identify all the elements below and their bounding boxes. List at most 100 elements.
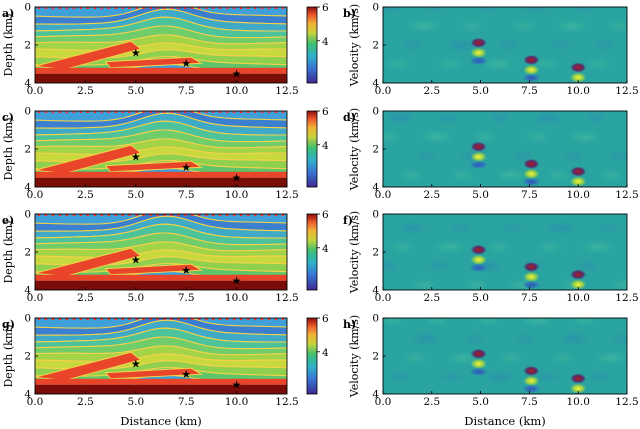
ripple xyxy=(589,60,607,68)
model-panel: g) ★ ★ ★ 0.0 2.5 5.0 7.5 10.0 12.5 0 2 4 Depth (km) xyxy=(2,313,299,409)
x-tick-label: 5.0 xyxy=(127,396,144,408)
anomaly-positive xyxy=(523,271,540,282)
x-tick-label: 12.5 xyxy=(275,292,298,304)
x-tick-label: 12.5 xyxy=(615,292,638,304)
star-marker: ★ xyxy=(181,264,191,277)
source-marker xyxy=(114,111,117,113)
panel-label: c) xyxy=(2,111,14,124)
source-marker xyxy=(198,214,201,216)
anomaly-ring xyxy=(469,263,488,272)
x-tick-label: 0.0 xyxy=(27,85,44,97)
source-marker xyxy=(65,7,69,9)
source-marker xyxy=(142,7,145,9)
source-marker xyxy=(37,7,41,9)
colorbar-label: Velocity (km/s) xyxy=(348,4,361,87)
source-marker xyxy=(253,214,257,216)
anomaly-positive xyxy=(470,358,487,369)
star-marker: ★ xyxy=(181,57,191,70)
source-marker xyxy=(149,7,152,9)
ripple xyxy=(580,133,598,141)
source-marker xyxy=(107,214,110,216)
y-tick-label: 2 xyxy=(24,40,31,52)
model-ylabel: Depth (km) xyxy=(2,324,15,387)
ripple xyxy=(567,22,585,30)
source-marker xyxy=(226,7,229,9)
anomaly-negative xyxy=(470,141,487,152)
x-tick-label: 10.0 xyxy=(225,396,248,408)
ripple xyxy=(432,133,450,141)
y-tick-label: 4 xyxy=(24,285,31,297)
source-marker xyxy=(253,7,257,9)
source-marker xyxy=(79,318,83,320)
ripple xyxy=(609,152,627,160)
source-marker xyxy=(260,318,264,320)
source-marker xyxy=(114,7,117,9)
source-marker xyxy=(253,318,257,320)
ripple xyxy=(502,354,520,362)
y-tick-label: 0 xyxy=(24,209,31,221)
ripple xyxy=(606,354,624,362)
x-tick-label: 7.5 xyxy=(521,189,538,201)
ripple xyxy=(465,335,483,343)
source-marker xyxy=(239,318,243,320)
model-basement xyxy=(35,280,287,290)
ripple xyxy=(393,243,411,251)
model-lower-layer xyxy=(35,378,287,385)
model-lower-layer xyxy=(35,171,287,178)
panel-label: e) xyxy=(2,214,14,227)
source-marker xyxy=(205,7,208,9)
source-marker xyxy=(226,214,229,216)
ripple xyxy=(602,171,620,179)
x-tick-label: 10.0 xyxy=(567,189,590,201)
y-tick-label: 4 xyxy=(372,389,379,401)
ripple xyxy=(480,318,498,324)
ripple xyxy=(395,114,413,122)
ripple xyxy=(537,60,555,68)
y-tick-label: 2 xyxy=(372,40,379,52)
source-marker xyxy=(219,318,222,320)
x-tick-label: 7.5 xyxy=(178,396,195,408)
source-marker xyxy=(198,318,201,320)
source-marker xyxy=(212,111,215,113)
ripple xyxy=(541,243,559,251)
source-marker xyxy=(44,214,48,216)
source-marker xyxy=(51,111,55,113)
source-marker xyxy=(233,111,236,113)
anomaly-ring xyxy=(522,280,541,289)
source-marker xyxy=(128,318,131,320)
x-tick-label: 2.5 xyxy=(423,396,440,408)
source-marker xyxy=(226,111,229,113)
ripple xyxy=(569,335,587,343)
model-xlabel: Distance (km) xyxy=(120,414,201,428)
model-wedge xyxy=(104,263,203,276)
source-marker xyxy=(260,7,264,9)
source-marker xyxy=(177,7,180,9)
source-marker xyxy=(128,111,131,113)
model-ylabel: Depth (km) xyxy=(2,220,15,283)
source-marker xyxy=(184,318,187,320)
source-marker xyxy=(267,7,271,9)
source-marker xyxy=(260,111,264,113)
anomaly-positive xyxy=(570,279,587,290)
source-marker xyxy=(142,318,145,320)
source-marker xyxy=(100,318,103,320)
colorbar-tick-label: 6 xyxy=(322,209,329,221)
source-marker xyxy=(239,214,243,216)
ripple xyxy=(565,152,583,160)
source-marker xyxy=(72,214,76,216)
source-marker xyxy=(205,318,208,320)
ripple xyxy=(539,373,557,381)
y-tick-label: 4 xyxy=(372,182,379,194)
source-marker xyxy=(246,7,250,9)
ripple xyxy=(404,41,422,49)
anomaly-ring xyxy=(469,56,488,65)
model-wedge xyxy=(104,160,203,173)
anomaly-negative xyxy=(470,348,487,359)
y-tick-label: 0 xyxy=(24,106,31,118)
source-marker xyxy=(260,214,264,216)
ripple xyxy=(506,171,524,179)
panel-label: f) xyxy=(343,214,353,227)
y-tick-label: 4 xyxy=(24,389,31,401)
panel-label: a) xyxy=(2,7,14,20)
